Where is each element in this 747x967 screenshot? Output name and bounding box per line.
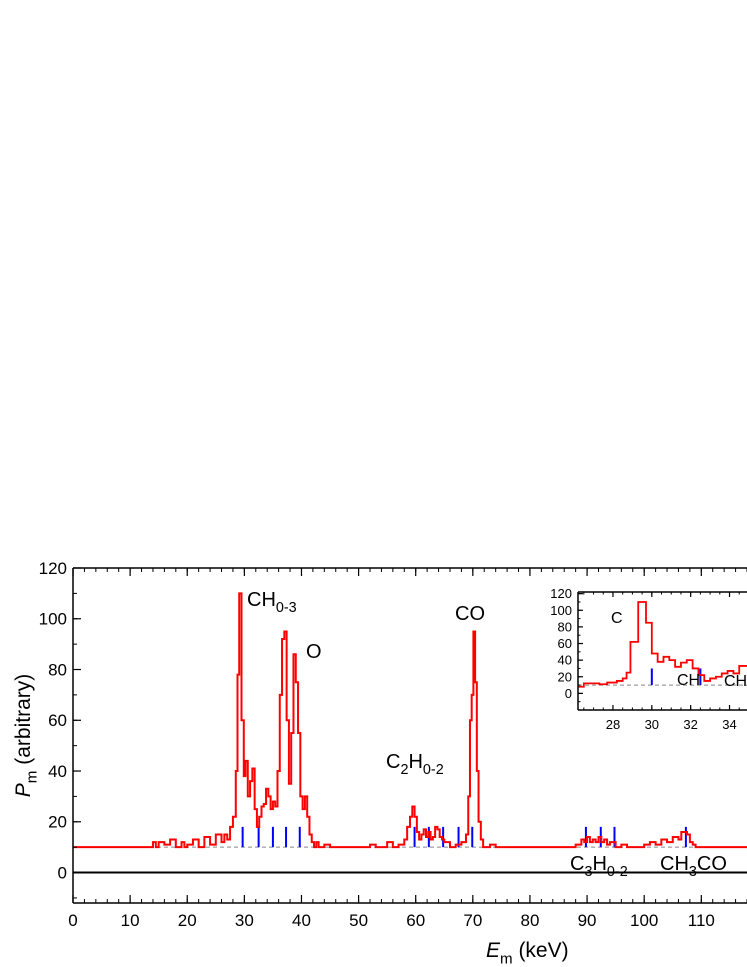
text-part: 2	[400, 762, 408, 778]
peak-label: CH	[724, 673, 747, 690]
peak-label: CH3CO	[660, 853, 727, 880]
x-tick-label: 70	[463, 911, 482, 930]
x-tick-label: 0	[68, 911, 77, 930]
text-part: H	[408, 751, 422, 773]
peak-label: C3H0-2	[570, 853, 628, 880]
text-part: 0-2	[423, 762, 444, 778]
text-part: m	[500, 950, 513, 967]
x-tick-label: 34	[722, 717, 736, 732]
text-part: P	[12, 783, 35, 797]
y-tick-label: 120	[550, 586, 572, 601]
text-part: E	[486, 939, 501, 962]
text-part: 3	[584, 864, 592, 880]
x-tick-label: 110	[688, 911, 715, 930]
text-part: (arbitrary)	[12, 674, 35, 771]
text-part: m	[23, 771, 40, 784]
y-tick-label: 20	[48, 813, 67, 832]
text-part: C	[570, 853, 584, 875]
peak-label: C2H0-2	[386, 751, 444, 778]
text-part: CH	[724, 673, 747, 690]
y-tick-label: 0	[58, 863, 67, 882]
y-tick-label: 80	[48, 660, 67, 679]
peak-label: C	[611, 610, 623, 627]
peak-label: CH0-3	[247, 589, 297, 616]
x-tick-label: 20	[178, 911, 197, 930]
text-part: C	[386, 751, 400, 773]
x-tick-label: 28	[606, 717, 620, 732]
text-part: CO	[455, 603, 485, 625]
x-tick-label: 50	[349, 911, 368, 930]
text-part: CH	[677, 672, 700, 689]
inset-background	[578, 592, 747, 710]
x-axis-title: Em (keV)	[486, 939, 569, 967]
x-tick-label: 30	[645, 717, 659, 732]
y-tick-label: 60	[558, 636, 572, 651]
spectrum-line	[73, 592, 747, 849]
spectrum-line	[578, 601, 747, 688]
y-tick-label: 20	[558, 669, 572, 684]
y-tick-label: 0	[565, 686, 572, 701]
y-tick-label: 100	[550, 603, 572, 618]
peak-label: CO	[455, 603, 485, 625]
text-part: CO	[697, 853, 727, 875]
text-part: 0-2	[607, 864, 628, 880]
text-part: O	[306, 641, 322, 663]
plot-area	[578, 601, 747, 688]
plot-area	[73, 592, 747, 874]
x-tick-label: 30	[235, 911, 254, 930]
text-part: H	[592, 853, 606, 875]
y-tick-label: 40	[48, 762, 67, 781]
y-tick-label: 120	[39, 559, 67, 578]
y-tick-label: 60	[48, 711, 67, 730]
x-tick-label: 60	[406, 911, 425, 930]
peak-label: O	[306, 641, 322, 663]
y-tick-label: 100	[39, 610, 67, 629]
x-tick-label: 10	[121, 911, 140, 930]
text-part: CH	[247, 589, 276, 611]
text-part: (keV)	[513, 939, 569, 962]
x-tick-label: 40	[292, 911, 311, 930]
x-tick-label: 32	[683, 717, 697, 732]
text-part: 0-3	[276, 600, 297, 616]
y-tick-label: 80	[558, 619, 572, 634]
x-tick-label: 100	[630, 911, 658, 930]
text-part: 3	[689, 864, 697, 880]
text-part: CH	[660, 853, 689, 875]
x-tick-label: 80	[520, 911, 539, 930]
text-part: C	[611, 610, 623, 627]
y-tick-label: 40	[558, 653, 572, 668]
x-tick-label: 90	[578, 911, 597, 930]
y-axis-title: Pm (arbitrary)	[12, 674, 40, 797]
peak-label: CH	[677, 672, 700, 689]
